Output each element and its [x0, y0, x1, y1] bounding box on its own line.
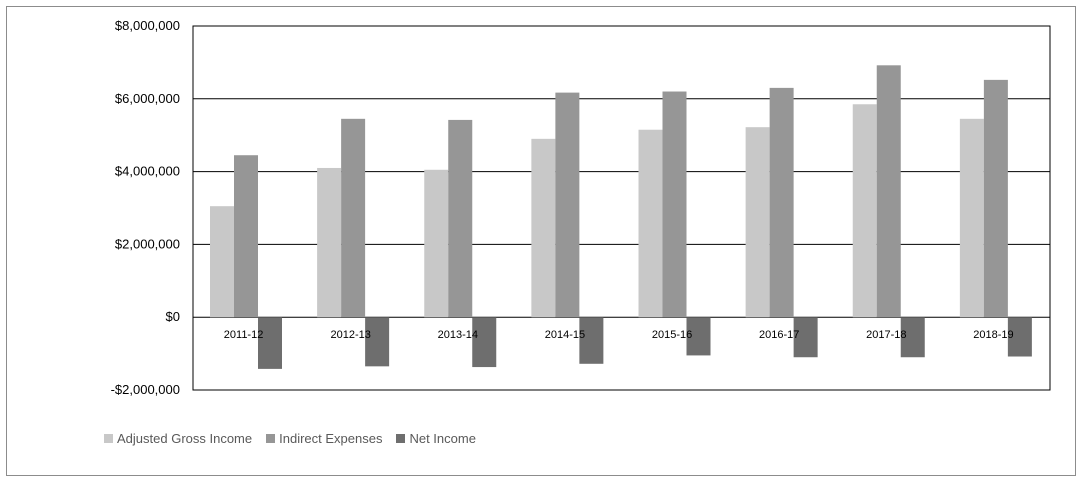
legend: Adjusted Gross Income Indirect Expenses Ne…	[104, 431, 476, 446]
x-tick-label: 2015-16	[652, 329, 692, 341]
x-tick-label: 2011-12	[224, 329, 264, 341]
bar-net-income	[579, 317, 604, 364]
category-labels: 2011-12 2012-13 2013-14 2014-15 2015-16 2016-…	[224, 329, 1014, 341]
bar-indirect-expenses	[555, 92, 580, 318]
bar-net-income	[365, 317, 390, 367]
legend-label: Adjusted Gross Income	[117, 431, 253, 446]
x-tick-label: 2013-14	[438, 329, 478, 341]
bar-net-income	[793, 317, 818, 358]
y-tick-label: $2,000,000	[115, 236, 180, 251]
legend-label: Indirect Expenses	[279, 431, 383, 446]
bar-net-income	[900, 317, 925, 358]
y-tick-label: $4,000,000	[115, 164, 180, 179]
bar-indirect-expenses	[983, 79, 1008, 318]
y-tick-label: $6,000,000	[115, 91, 180, 106]
bar-adjusted-gross-income	[210, 206, 234, 318]
y-tick-label: $0	[166, 309, 180, 324]
bar-adjusted-gross-income	[317, 167, 342, 318]
legend-item: Net Income	[396, 431, 476, 446]
bar-indirect-expenses	[448, 119, 473, 318]
bar-adjusted-gross-income	[638, 129, 663, 318]
bar-indirect-expenses	[662, 91, 687, 318]
x-tick-label: 2014-15	[545, 329, 585, 341]
x-tick-label: 2012-13	[331, 329, 371, 341]
plot-area-border	[192, 25, 1051, 391]
bar-indirect-expenses	[876, 65, 901, 318]
x-tick-label: 2017-18	[866, 329, 906, 341]
legend-swatch	[396, 434, 406, 443]
bar-adjusted-gross-income	[745, 127, 770, 318]
y-tick-label: -$2,000,000	[111, 382, 180, 397]
bar-adjusted-gross-income	[531, 138, 556, 318]
legend-item: Adjusted Gross Income	[104, 431, 252, 446]
bar-adjusted-gross-income	[852, 104, 877, 318]
bar-net-income	[686, 317, 711, 356]
bar-net-income	[1007, 317, 1032, 357]
bar-net-income	[472, 317, 497, 368]
legend-swatch	[266, 434, 276, 443]
bars	[210, 65, 1032, 369]
bar-indirect-expenses	[341, 118, 366, 318]
x-tick-label: 2016-17	[759, 329, 799, 341]
bar-adjusted-gross-income	[959, 118, 984, 318]
x-tick-label: 2018-19	[973, 329, 1013, 341]
y-tick-label: $8,000,000	[115, 18, 180, 33]
legend-label: Net Income	[409, 431, 476, 446]
y-axis-ticks: $8,000,000 $6,000,000 $4,000,000 $2,000,000…	[111, 18, 180, 397]
legend-swatch	[104, 434, 113, 443]
legend-item: Indirect Expenses	[266, 431, 382, 446]
bar-indirect-expenses	[769, 87, 794, 318]
bar-adjusted-gross-income	[424, 169, 449, 318]
bar-indirect-expenses	[234, 155, 258, 318]
bar-net-income	[258, 317, 282, 369]
